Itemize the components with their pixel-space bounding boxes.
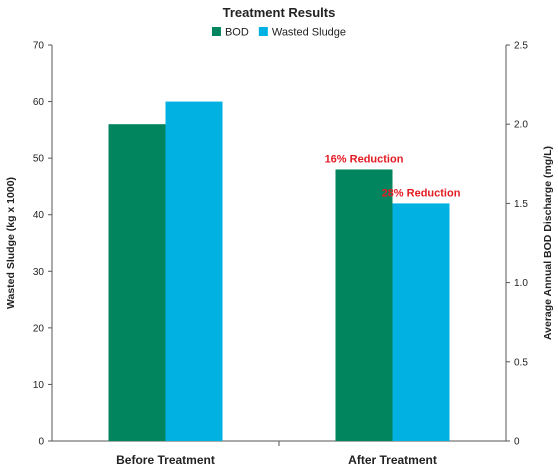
left-tick-label: 40 (33, 210, 45, 221)
bars (108, 101, 450, 442)
category-label: Before Treatment (116, 453, 215, 467)
annotations: 16% Reduction 28% Reduction (325, 153, 461, 199)
left-tick-label: 0 (38, 437, 44, 448)
legend-swatch (211, 27, 221, 36)
left-tick-label: 30 (33, 267, 45, 278)
bar-bod (335, 169, 393, 441)
left-tick-label: 50 (33, 154, 45, 165)
bar-wasted-sludge (392, 203, 450, 441)
bar-bod (108, 124, 166, 441)
legend-item: BOD (211, 27, 249, 39)
left-tick-label: 20 (33, 323, 45, 334)
right-tick-label: 2.5 (514, 41, 528, 52)
bar-wasted-sludge (165, 101, 223, 442)
chart-title: Treatment Results (223, 5, 336, 20)
right-axis-title: Average Annual BOD Discharge (mg/L) (542, 146, 554, 340)
right-tick-label: 2.0 (514, 120, 528, 131)
left-tick-label: 60 (33, 97, 45, 108)
right-tick-label: 1.0 (514, 278, 528, 289)
left-tick-label: 70 (33, 41, 45, 52)
right-tick-label: 0 (514, 437, 520, 448)
left-axis-title: Wasted Sludge (kg x 1000) (5, 177, 17, 309)
legend: BOD Wasted Sludge (211, 27, 346, 39)
category-label: After Treatment (348, 453, 437, 467)
axes: 0 10 20 30 40 50 60 70 0 0.5 1.0 1.5 2.0 2.5 Before Tr… (33, 41, 528, 468)
reduction-annotation: 16% Reduction (325, 153, 404, 165)
legend-label: Wasted Sludge (272, 27, 346, 39)
legend-swatch (258, 27, 268, 36)
legend-label: BOD (225, 27, 249, 39)
right-tick-label: 0.5 (514, 357, 528, 368)
legend-item: Wasted Sludge (258, 27, 346, 39)
reduction-annotation: 28% Reduction (382, 187, 461, 199)
right-tick-label: 1.5 (514, 199, 528, 210)
left-tick-label: 10 (33, 380, 45, 391)
